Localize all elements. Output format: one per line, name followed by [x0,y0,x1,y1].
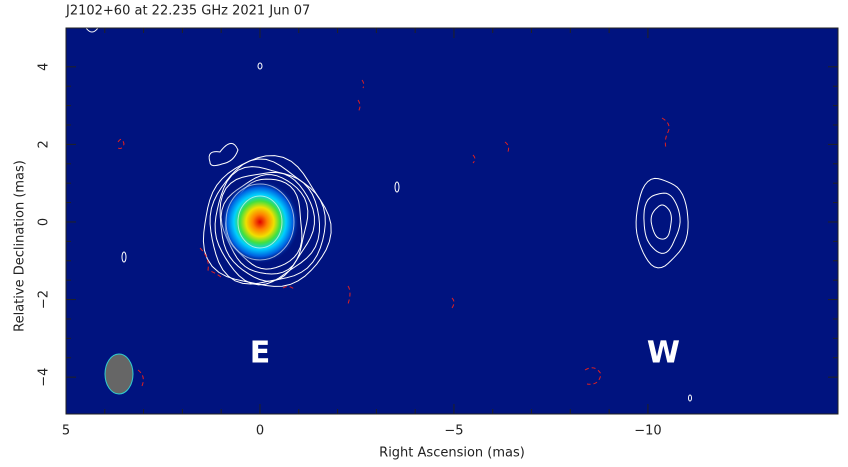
contour [225,183,295,261]
y-axis-label: Relative Declination (mas) [13,160,28,332]
y-tick-label: −2 [37,290,52,309]
x-axis-label: Right Ascension (mas) [379,446,525,461]
contour [237,195,283,249]
contour [209,158,326,285]
contour [643,192,681,254]
x-tick-label: −10 [634,424,661,439]
annotation: W [647,335,680,370]
contour [208,142,239,167]
annotation: E [250,335,271,370]
plot-area [66,28,838,414]
contour [635,177,689,269]
y-tick-label: 4 [37,63,52,71]
small-contours [85,27,692,402]
contour [650,204,672,240]
component [219,179,300,264]
contour [202,155,332,287]
negative-contours [117,79,670,387]
y-tick-label: −4 [37,368,52,387]
x-tick-label: −5 [444,424,463,439]
component [658,220,662,224]
x-tick-label: 0 [256,424,264,439]
y-tick-label: 2 [37,140,52,148]
plot-frame [65,27,839,415]
chart-title: J2102+60 at 22.235 GHz 2021 Jun 07 [65,4,310,19]
beam [104,353,134,395]
y-tick-label: 0 [37,218,52,226]
x-tick-label: 5 [62,424,70,439]
